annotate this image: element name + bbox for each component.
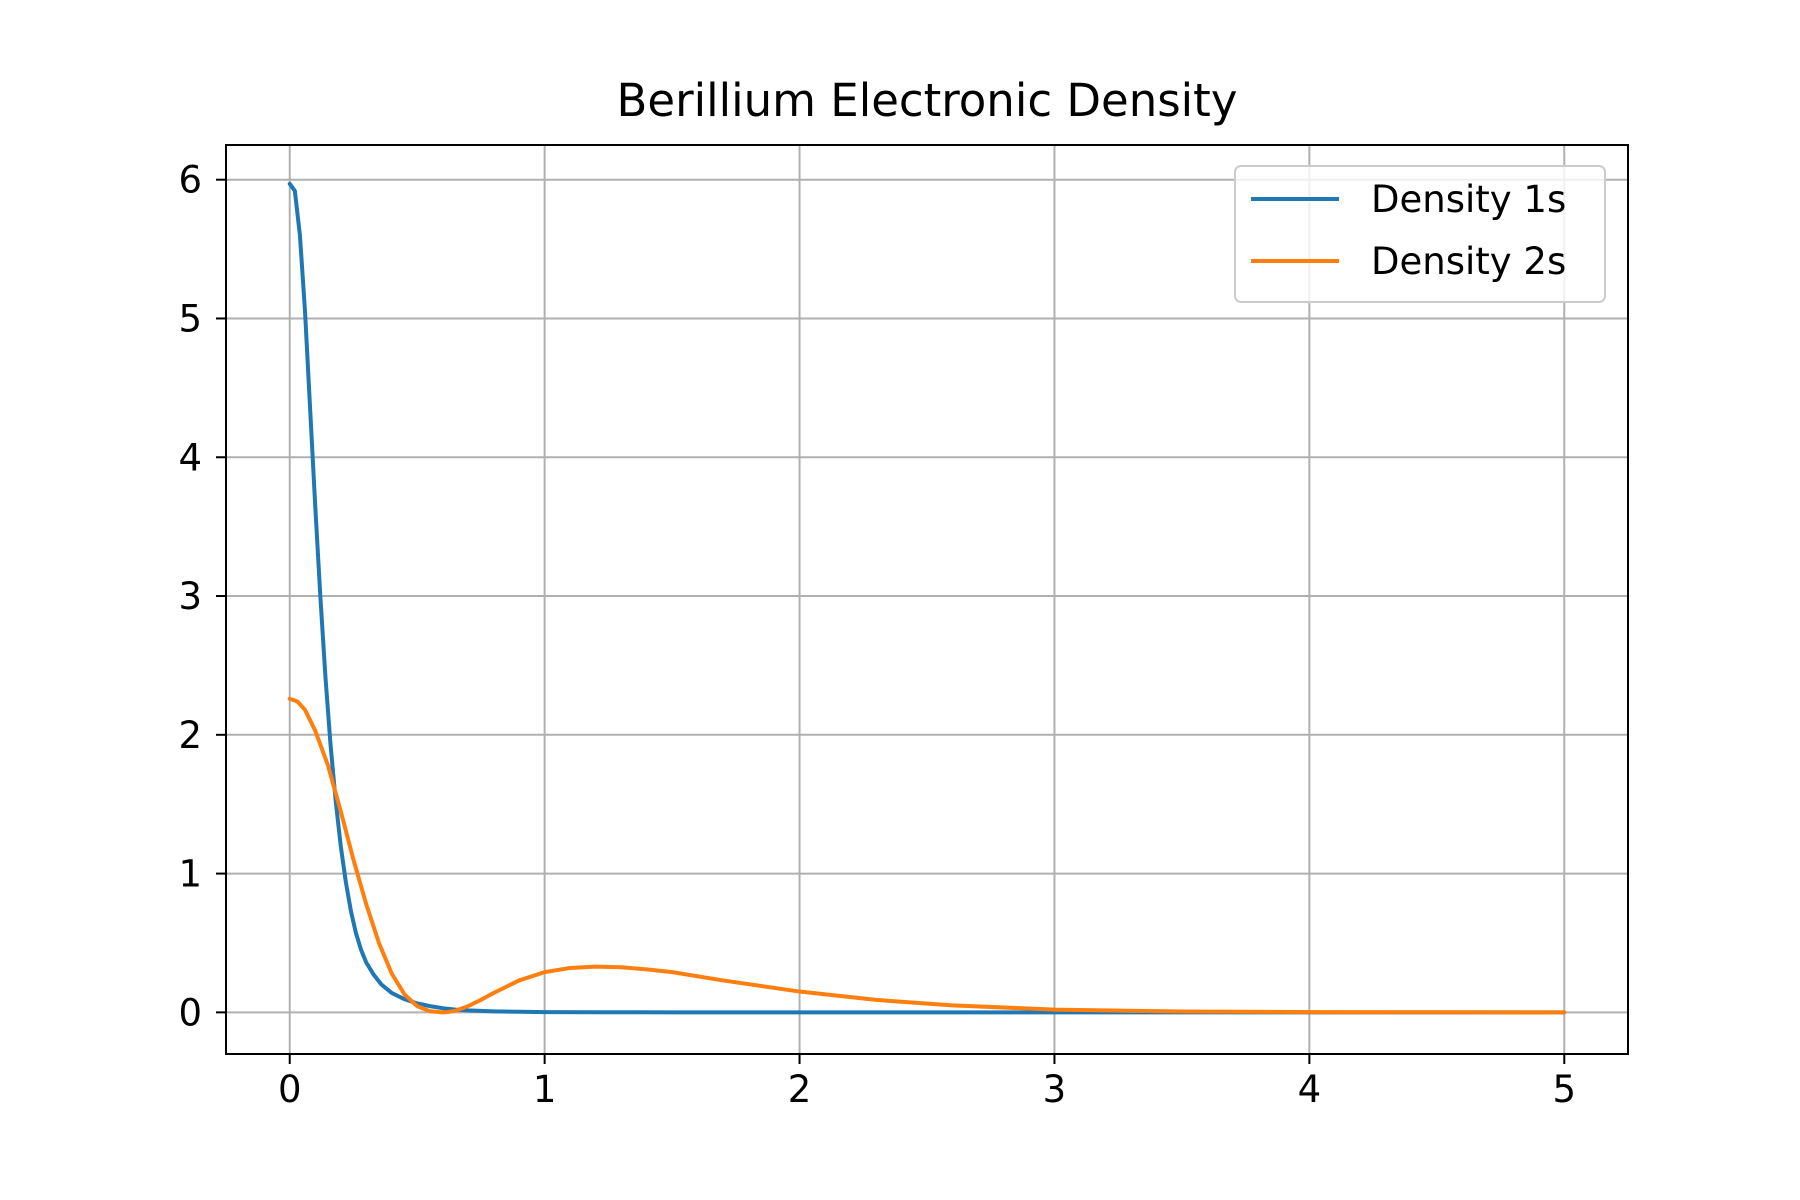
x-tick-label: 1 [533,1068,557,1111]
x-tick-label: 2 [788,1068,812,1111]
plot-frame [225,144,1629,1055]
legend-label-1: Density 1s [1371,178,1566,221]
y-tick-label: 4 [178,436,202,479]
series-lines [287,181,1567,1015]
y-tick-label: 0 [178,991,202,1034]
legend: Density 1s Density 2s [1234,165,1606,303]
y-tick-label: 1 [178,853,202,896]
y-tick-label: 3 [178,575,202,618]
legend-label-2: Density 2s [1371,240,1566,283]
series-line-2 [287,696,1567,1015]
series-line-1 [287,181,1567,1015]
chart-title: Berillium Electronic Density [617,74,1238,127]
y-tick-label: 2 [178,714,202,757]
x-tick-label: 3 [1043,1068,1067,1111]
y-tick-label: 5 [178,297,202,340]
y-tick-label: 6 [178,159,202,202]
x-tick-label: 5 [1552,1068,1576,1111]
x-tick-label: 4 [1298,1068,1322,1111]
x-tick-label: 0 [278,1068,302,1111]
axis-ticks: 0 1 2 3 4 5 0 1 2 3 4 5 6 [178,159,1576,1111]
